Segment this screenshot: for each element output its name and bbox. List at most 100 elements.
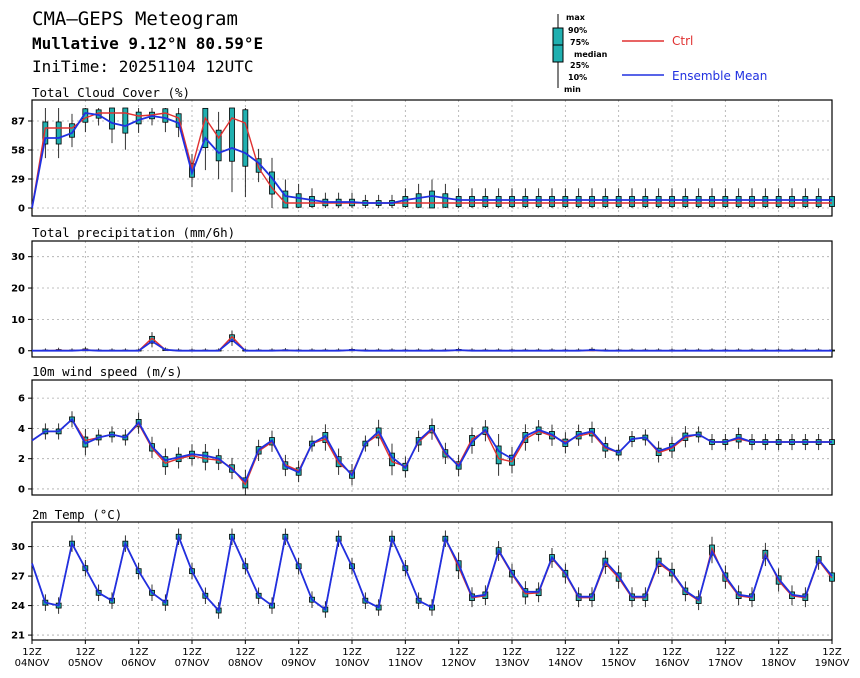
boxplot-box: [295, 193, 302, 208]
panel-title: Total precipitation (mm/6h): [32, 225, 235, 240]
panel-frame: [31, 99, 833, 217]
x-tick-hour-label: 12Z: [22, 647, 42, 658]
boxplot-box: [522, 196, 529, 207]
x-tick-date-label: 14NOV: [548, 658, 583, 669]
y-tick-label: 0: [18, 204, 25, 215]
x-tick-hour-label: 12Z: [716, 647, 736, 658]
boxplot-box: [415, 193, 422, 208]
boxplot-box: [509, 196, 515, 207]
boxplot-box: [135, 111, 142, 125]
x-tick-date-label: 09NOV: [281, 658, 316, 669]
boxplot-box: [789, 196, 795, 207]
panel-title: 2m Temp (°C): [32, 507, 122, 522]
panel-4: 21 24 27 30 2m Temp (°C): [11, 507, 835, 642]
x-tick-hour-label: 12Z: [182, 647, 202, 658]
boxplot-box: [122, 107, 129, 134]
legend-p25-label: 25%: [570, 61, 589, 70]
legend-median-label: median: [574, 50, 608, 59]
ensemble-mean-line: [31, 112, 832, 209]
y-tick-label: 24: [11, 601, 25, 612]
boxplot-box: [55, 121, 62, 145]
init-time-label: IniTime: 20251104 12UTC: [32, 57, 254, 76]
y-tick-label: 6: [18, 394, 25, 405]
y-tick-label: 0: [18, 484, 25, 495]
x-tick-hour-label: 12Z: [76, 647, 96, 658]
panel-2: 0 10 20 30 Total precipitation (mm/6h): [11, 225, 835, 358]
x-tick-hour-label: 12Z: [822, 647, 842, 658]
boxplot-box: [709, 196, 715, 207]
boxplot-box: [802, 196, 809, 207]
boxplot-box: [682, 196, 689, 207]
y-tick-label: 87: [11, 117, 25, 128]
y-tick-label: 30: [11, 542, 25, 553]
chart-title: CMA—GEPS Meteogram: [32, 8, 238, 30]
boxplot-box: [202, 451, 209, 463]
x-tick-date-label: 04NOV: [15, 658, 50, 669]
boxplot-box: [229, 334, 235, 342]
boxplot-box: [469, 196, 475, 207]
x-tick-date-label: 15NOV: [601, 658, 636, 669]
boxplot-box: [615, 196, 622, 207]
x-tick-hour-label: 12Z: [342, 647, 362, 658]
boxplot-box: [229, 107, 235, 162]
y-tick-label: 10: [11, 315, 25, 326]
legend-p75-label: 75%: [570, 38, 589, 47]
boxplot-box: [589, 196, 595, 207]
boxplot-box: [722, 196, 729, 207]
boxplot-box: [829, 196, 835, 207]
boxplot-box: [215, 129, 222, 162]
legend-boxplot-glyph: [552, 14, 564, 88]
ensemble-mean-line: [31, 533, 833, 613]
y-tick-label: 20: [11, 284, 25, 295]
ensemble-mean-line: [31, 417, 832, 483]
x-tick-date-label: 17NOV: [708, 658, 743, 669]
boxplot-box: [775, 196, 782, 207]
boxplot-box: [629, 196, 635, 207]
boxplot-box: [735, 196, 742, 207]
boxplot-box: [309, 196, 315, 207]
legend-ctrl-label: Ctrl: [672, 34, 693, 48]
boxplot-box: [749, 196, 755, 207]
x-tick-hour-label: 12Z: [609, 647, 629, 658]
boxplot-box: [655, 196, 662, 207]
legend-max-label: max: [566, 13, 586, 22]
x-tick-hour-label: 12Z: [449, 647, 469, 658]
x-tick-hour-label: 12Z: [556, 647, 576, 658]
boxplot-box: [482, 196, 489, 207]
x-tick-date-label: 12NOV: [441, 658, 476, 669]
ensemble-mean-line: [32, 338, 832, 352]
x-tick-date-label: 11NOV: [388, 658, 423, 669]
boxplot-box: [602, 196, 609, 207]
boxplot-box: [669, 196, 675, 207]
y-tick-label: 58: [11, 146, 25, 157]
legend-p10-label: 10%: [568, 73, 587, 82]
boxplot-box: [242, 109, 249, 167]
location-label: Mullative 9.12°N 80.59°E: [32, 34, 264, 53]
boxplot-box: [495, 196, 502, 207]
x-tick-hour-label: 12Z: [662, 647, 682, 658]
x-tick-hour-label: 12Z: [289, 647, 309, 658]
panel-1: 0 29 58 87 Total Cloud Cover (%): [11, 85, 835, 217]
boxplot-box: [109, 107, 115, 130]
panel-frame: [31, 240, 833, 358]
panel-title: 10m wind speed (m/s): [32, 364, 183, 379]
legend-min-label: min: [564, 85, 581, 94]
boxplot-box: [442, 193, 449, 208]
x-tick-hour-label: 12Z: [502, 647, 522, 658]
boxplot-box: [162, 108, 169, 123]
x-tick-date-label: 18NOV: [761, 658, 796, 669]
panel-3: 0 2 4 6 10m wind speed (m/s): [18, 364, 835, 496]
x-tick-date-label: 16NOV: [655, 658, 690, 669]
x-tick-date-label: 13NOV: [495, 658, 530, 669]
boxplot-box: [402, 196, 409, 207]
x-tick-date-label: 08NOV: [228, 658, 263, 669]
y-tick-label: 2: [18, 454, 25, 465]
x-tick-date-label: 07NOV: [175, 658, 210, 669]
x-tick-date-label: 10NOV: [335, 658, 370, 669]
y-tick-label: 30: [11, 252, 25, 263]
boxplot-box: [549, 196, 555, 207]
boxplot-box: [695, 196, 702, 207]
legend-p90-label: 90%: [568, 26, 587, 35]
panel-title: Total Cloud Cover (%): [32, 85, 190, 100]
